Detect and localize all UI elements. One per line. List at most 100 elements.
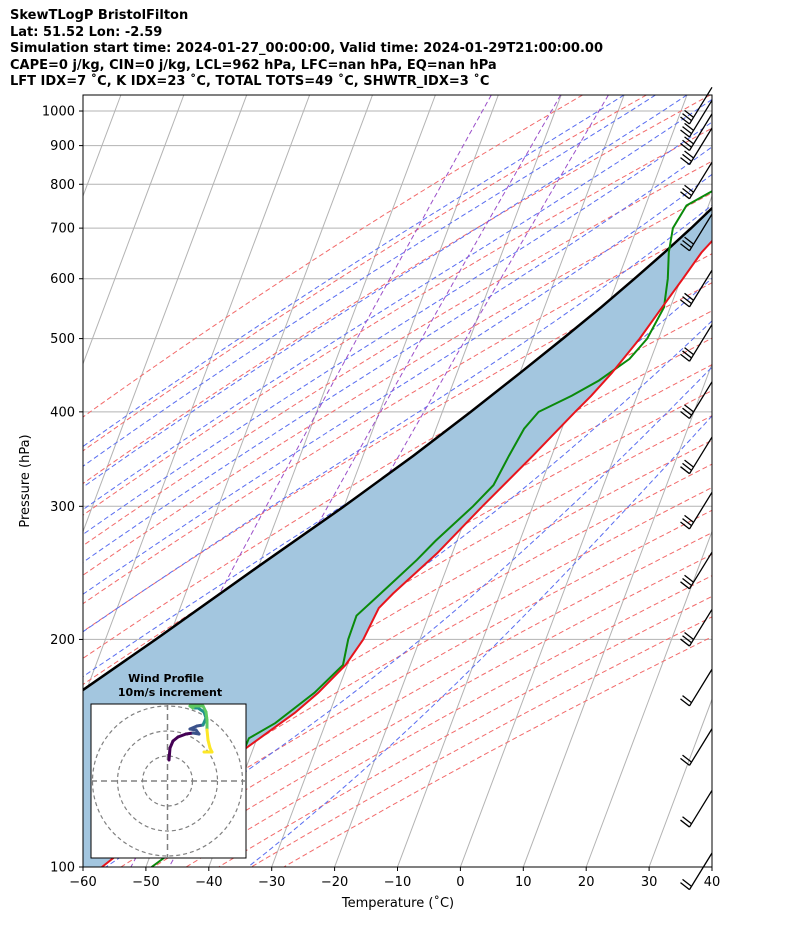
moist-adiabat [83,204,712,633]
wind-barb [680,381,713,419]
wind-barb-feather [680,191,690,200]
wind-barb-feather [682,578,692,587]
inset-subtitle: 10m/s increment [118,686,222,699]
y-tick-label: 400 [50,405,75,420]
wind-barb-feather [682,113,692,122]
x-tick-label: −10 [384,875,411,890]
wind-barb-feather [682,296,692,305]
wind-barb-feather [684,631,694,640]
wind-barb [680,161,713,200]
wind-barb-feather [684,514,694,523]
wind-barb [680,99,713,138]
wind-barb-shaft [688,728,713,766]
wind-barb-shaft [688,668,713,707]
wind-barb-feather [682,695,692,704]
wind-barb-feather [680,129,690,138]
wind-barb-feather [684,347,694,356]
isotherm-line [711,865,712,867]
wind-barb-feather [680,819,690,828]
cape-cin-shading [83,208,712,867]
y-tick-label: 200 [50,633,75,648]
dewpoint-line [151,190,712,867]
wind-barb-shaft [688,86,713,125]
wind-barb-feather [682,518,692,527]
isotherm-line [83,95,311,701]
wind-barb-feather [680,466,690,475]
y-tick-label: 800 [50,178,75,193]
x-tick-label: 0 [456,875,464,890]
wind-barb [680,213,713,252]
mixing-ratio-line [83,95,492,853]
location-text: Lat: 51.52 Lon: -2.59 [10,24,163,40]
wind-barb-feather [680,157,690,166]
wind-barb-feather [682,350,692,359]
temperature-line [101,239,712,867]
wind-barb-feather [682,462,692,471]
wind-barb-feather [684,122,694,131]
wind-barb-feather [684,109,694,118]
time-text: Simulation start time: 2024-01-27_00:00:… [10,41,603,56]
hodograph [91,704,246,858]
wind-barb-feather [682,635,692,644]
wind-barb-feather [682,126,692,135]
wind-barb-feather [680,757,690,766]
inset-title: Wind Profile [128,672,204,685]
x-tick-label: −20 [321,875,348,890]
moist-adiabat [83,320,712,799]
moist-adiabat [83,95,688,488]
wind-barb [680,728,713,766]
moist-adiabat [83,95,656,467]
dry-adiabat [83,95,711,485]
y-tick-label: 900 [50,139,75,154]
wind-profile-inset: Wind Profile 10m/s increment [90,672,247,859]
wind-barb [680,852,713,891]
isotherm-line [397,95,688,867]
wind-barb-feather [680,521,690,530]
wind-barb-feather [684,236,694,245]
moist-adiabat [83,98,712,511]
hodograph-segment [167,746,172,762]
dry-adiabat [83,486,712,850]
wind-barb-shaft [688,127,713,165]
wind-barb-feather [680,638,690,647]
x-tick-label: 20 [578,875,595,890]
wind-barb-feather [684,404,694,413]
y-tick-label: 600 [50,272,75,287]
wind-barb-feather [680,299,690,308]
wind-barb-feather [680,353,690,362]
moist-adiabat [83,146,712,563]
wind-barb [680,436,713,475]
hodograph-segment [205,728,210,742]
wind-barb-feather [682,816,692,825]
wind-barb [680,127,713,166]
wind-barb-shaft [688,99,713,138]
dry-adiabat [83,95,647,452]
wind-barb-feather [680,581,690,590]
moist-adiabat [83,95,625,448]
y-tick-label: 700 [50,222,75,237]
y-axis-ticks: 100 200 300 400 500 600 700 800 900 1000 [42,105,83,876]
chart-title: SkewTLogP BristolFilton [10,8,189,23]
wind-barb-feather [684,292,694,301]
wind-barb-feather [684,574,694,583]
dry-adiabat [83,95,583,418]
wind-barbs [680,86,713,891]
shaded-region [83,208,712,867]
wind-barb [680,113,713,152]
wind-barb-feather [680,698,690,707]
dry-adiabat [250,616,712,867]
wind-barb-shaft [688,161,713,200]
x-axis-label: Temperature (˚C) [341,895,454,911]
wind-barb [680,551,713,590]
wind-barb-feather [680,116,690,125]
wind-barb-shaft [688,381,713,419]
wind-barb-shaft [688,324,713,362]
wind-barb-shaft [688,852,713,890]
isotherm-line [83,95,185,366]
wind-barb-feather [684,184,694,193]
wind-barb-shaft [688,436,713,475]
wind-barb [680,790,713,828]
wind-barb-feather [680,142,690,152]
wind-barb-feather [682,188,692,197]
